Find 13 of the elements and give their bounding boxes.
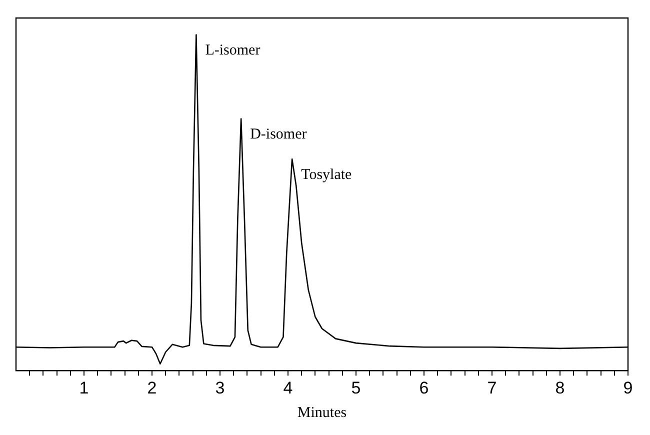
x-tick-label: 9 <box>623 378 633 398</box>
x-tick-label: 7 <box>487 378 497 398</box>
x-tick-label: 4 <box>283 378 293 398</box>
x-tick-label: 1 <box>79 378 89 398</box>
annotation: L-isomer <box>205 42 260 59</box>
annotation: Tosylate <box>301 166 352 183</box>
x-tick-label: 5 <box>351 378 361 398</box>
x-tick-label: 8 <box>555 378 565 398</box>
annotation: D-isomer <box>250 126 307 143</box>
x-tick-label: 2 <box>147 378 157 398</box>
x-tick-label: 6 <box>419 378 429 398</box>
x-axis-title: Minutes <box>297 404 347 421</box>
x-tick-label: 3 <box>215 378 225 398</box>
